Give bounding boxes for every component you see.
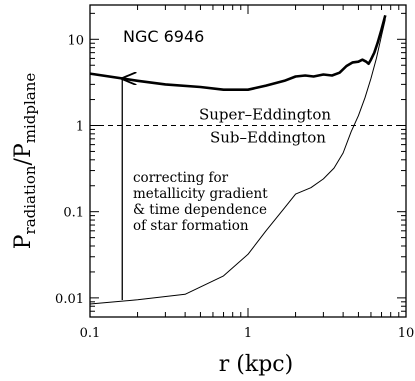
super-eddington-label: Super–Eddington: [199, 105, 331, 123]
y-tick-label: 10: [67, 33, 84, 48]
x-tick-label: 0.1: [80, 326, 101, 341]
y-axis-label: Pradiation/Pmidplane: [11, 73, 39, 250]
x-tick-label: 10: [398, 326, 415, 341]
sub-eddington-label: Sub–Eddington: [210, 128, 326, 146]
arrow-annotation-line: & time dependence: [133, 202, 267, 218]
x-tick-label: 1: [244, 326, 252, 341]
y-tick-label: 1: [76, 119, 84, 134]
plot-frame: [89, 4, 407, 318]
arrow-annotation-line: metallicity gradient: [133, 186, 268, 202]
uncorrected-ratio-line: [89, 19, 386, 305]
arrow-annotation-line: correcting for: [133, 170, 229, 186]
x-axis-label: r (kpc): [219, 352, 293, 377]
chart-title: NGC 6946: [123, 27, 204, 46]
arrow-annotation-line: of star formation: [133, 218, 249, 234]
y-tick-label: 0.01: [55, 292, 84, 307]
corrected-ratio-line: [89, 14, 387, 91]
y-tick-label: 0.1: [63, 206, 84, 221]
